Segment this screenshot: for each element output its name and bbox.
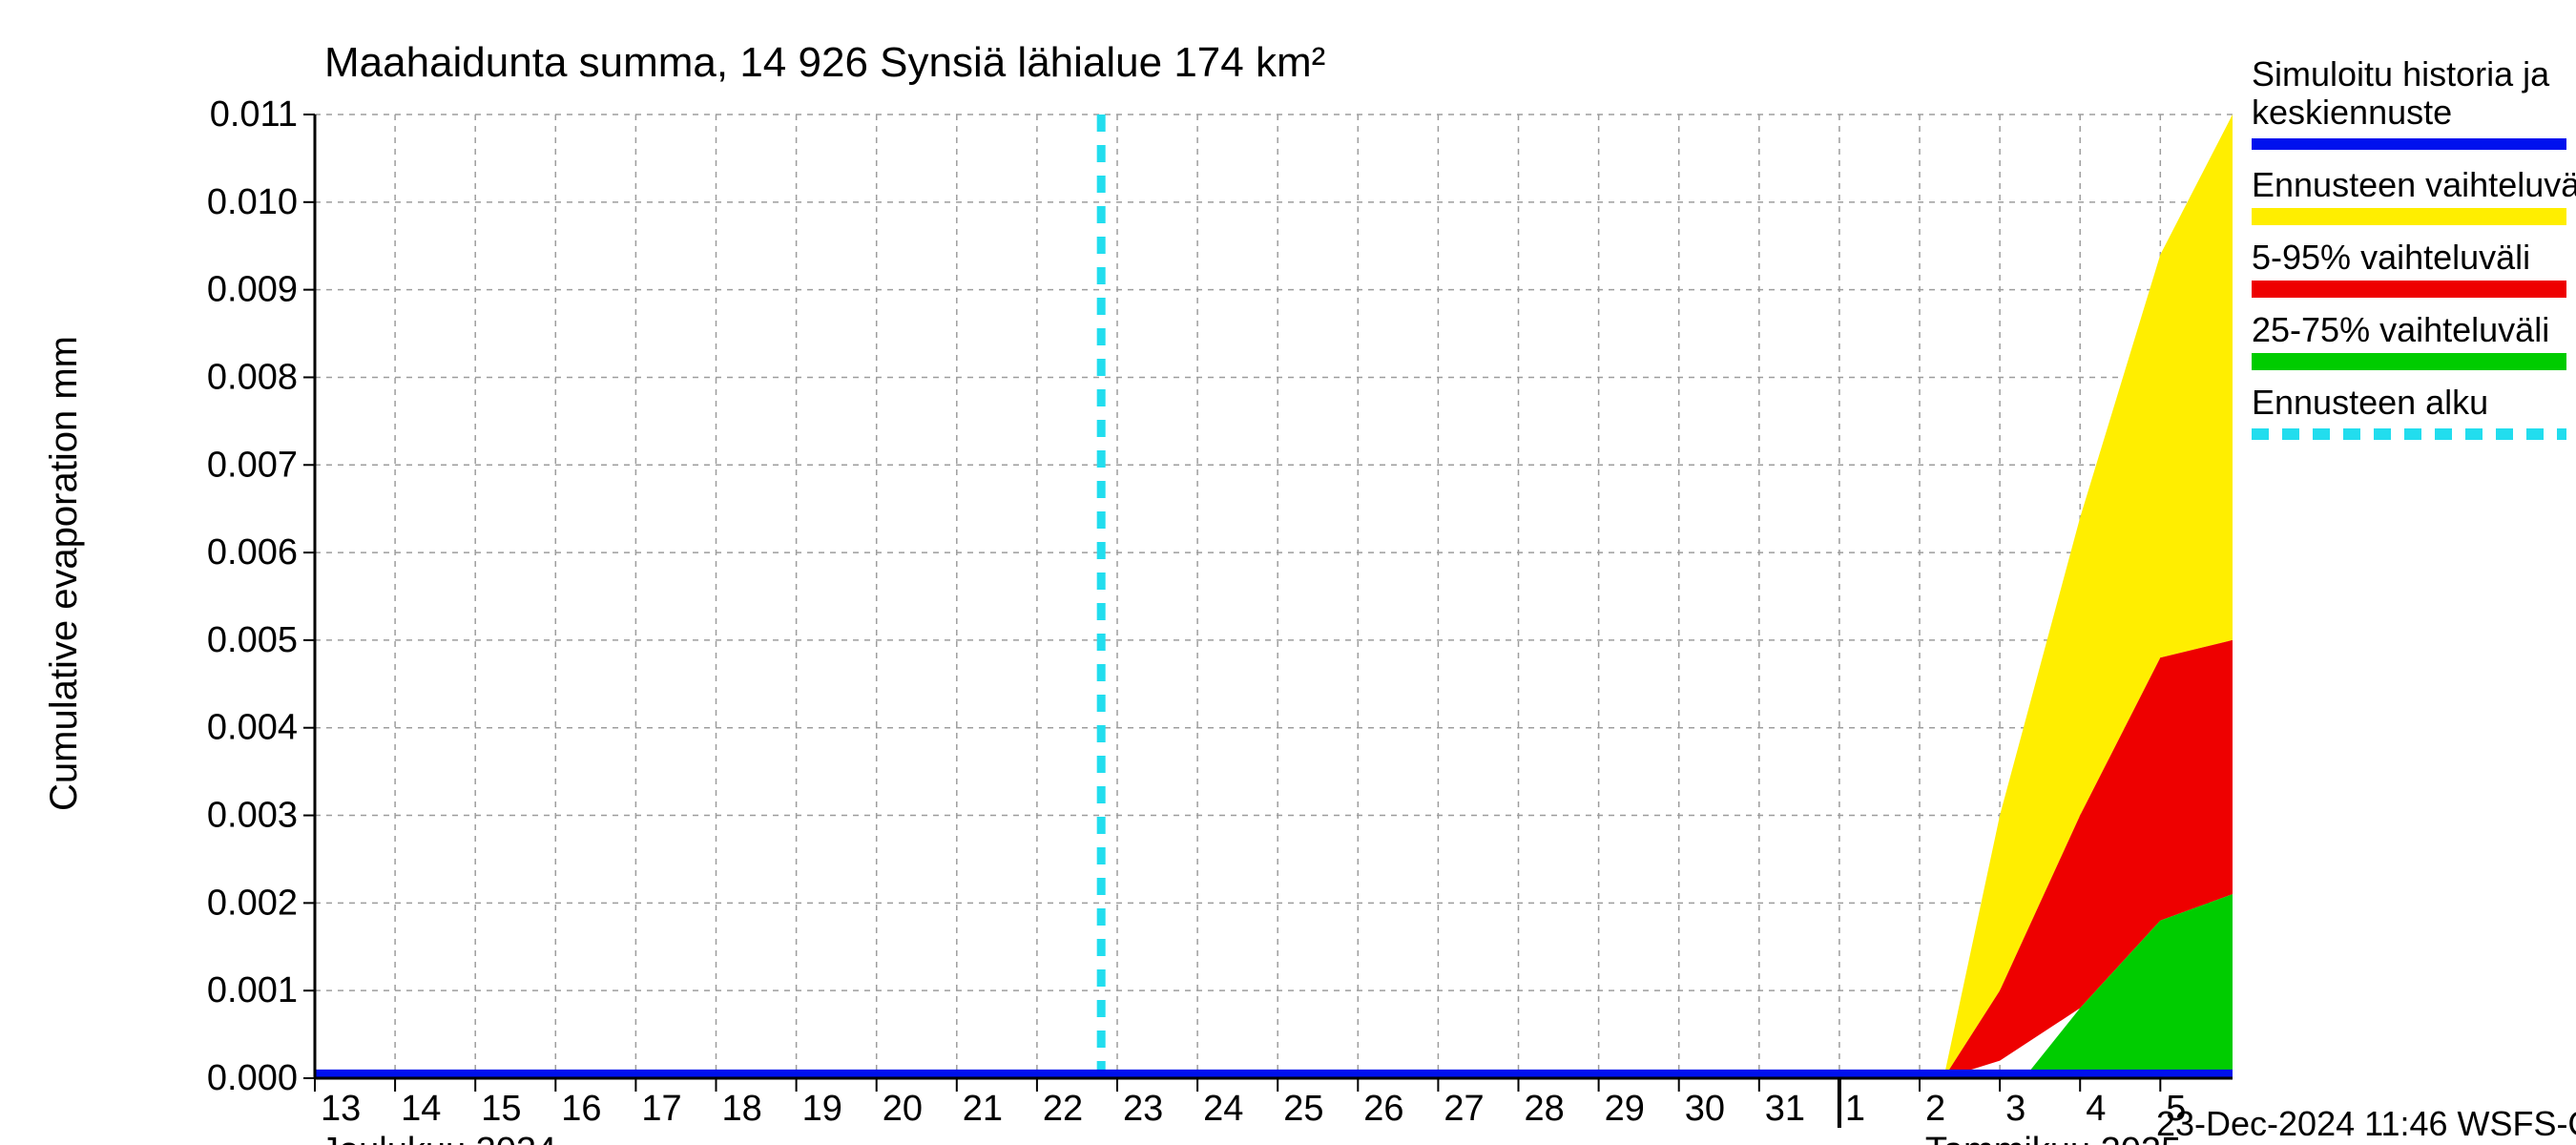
x-tick-label: 30: [1685, 1089, 1725, 1129]
x-tick-label: 31: [1765, 1089, 1805, 1129]
plot-area: 0.000 0.001 0.002 0.003 0.004 0.005 0.006 0.007…: [207, 94, 2233, 1145]
x-tick-label: 16: [561, 1089, 601, 1129]
x-tick-label: 24: [1203, 1089, 1243, 1129]
legend-item-label: keskiennuste: [2252, 93, 2452, 132]
footer-timestamp: 23-Dec-2024 11:46 WSFS-O: [2156, 1104, 2576, 1143]
y-tick-label: 0.007: [207, 445, 298, 485]
legend-swatch: [2252, 353, 2566, 370]
x-tick-label: 25: [1283, 1089, 1323, 1129]
y-tick-label: 0.005: [207, 620, 298, 660]
x-tick-label: 29: [1605, 1089, 1645, 1129]
x-tick-label: 13: [321, 1089, 361, 1129]
x-tick-label: 14: [401, 1089, 441, 1129]
legend-item-label: 25-75% vaihteluväli: [2252, 310, 2549, 349]
x-tick-label: 23: [1123, 1089, 1163, 1129]
y-tick-label: 0.006: [207, 532, 298, 572]
x-tick-label: 26: [1363, 1089, 1403, 1129]
legend-item-label: 5-95% vaihteluväli: [2252, 238, 2530, 277]
x-tick-label: 1: [1845, 1089, 1865, 1129]
legend-item-label: Ennusteen vaihteluväli: [2252, 165, 2576, 204]
y-tick-label: 0.000: [207, 1058, 298, 1098]
y-tick-label: 0.003: [207, 796, 298, 836]
x-tick-label: 17: [641, 1089, 681, 1129]
legend: Simuloitu historia jakeskiennuste Ennuste…: [2252, 54, 2576, 434]
x-tick-label: 4: [2086, 1089, 2106, 1129]
x-tick-label: 21: [963, 1089, 1003, 1129]
legend-item-label: Simuloitu historia ja: [2252, 54, 2550, 94]
legend-swatch: [2252, 281, 2566, 298]
chart-title: Maahaidunta summa, 14 926 Synsiä lähialu…: [324, 39, 1325, 86]
x-tick-label: 3: [2005, 1089, 2025, 1129]
x-tick-label: 27: [1444, 1089, 1484, 1129]
x-tick-label: 22: [1043, 1089, 1083, 1129]
x-tick-label: 18: [722, 1089, 762, 1129]
month-label-dec-fi: Joulukuu 2024: [321, 1131, 556, 1145]
x-tick-label: 2: [1925, 1089, 1945, 1129]
y-tick-label: 0.011: [210, 94, 298, 135]
month-label-jan-fi: Tammikuu 2025: [1925, 1131, 2181, 1145]
legend-item-label: Ennusteen alku: [2252, 383, 2488, 422]
y-tick-label: 0.008: [207, 357, 298, 397]
x-tick-label: 15: [481, 1089, 521, 1129]
x-tick-label: 19: [802, 1089, 842, 1129]
y-tick-label: 0.001: [207, 970, 298, 1010]
x-tick-label: 28: [1525, 1089, 1565, 1129]
y-tick-label: 0.002: [207, 883, 298, 923]
x-tick-label: 20: [883, 1089, 923, 1129]
y-tick-label: 0.004: [207, 708, 298, 748]
y-tick-label: 0.009: [207, 270, 298, 310]
y-axis-label: Cumulative evaporation mm: [43, 336, 85, 811]
legend-swatch: [2252, 208, 2566, 225]
y-tick-label: 0.010: [207, 182, 298, 222]
